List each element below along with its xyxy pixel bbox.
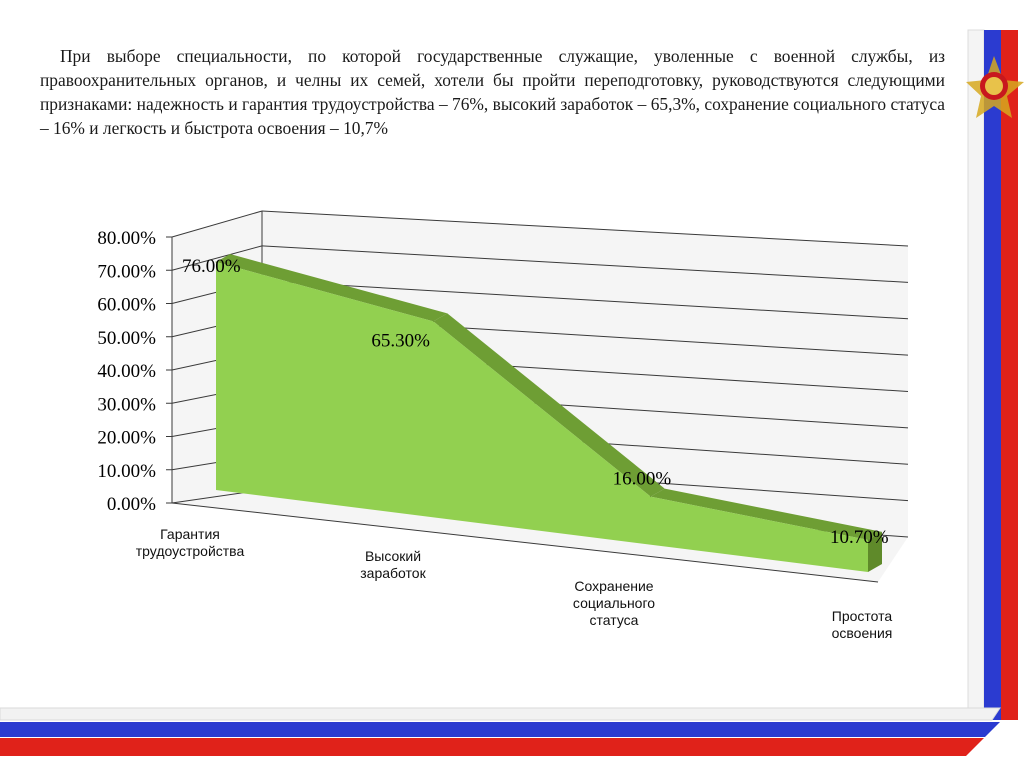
area-point xyxy=(215,261,217,263)
y-tick-label: 80.00% xyxy=(97,228,156,249)
chart-area-series xyxy=(215,254,882,572)
area-point xyxy=(867,539,869,541)
mvd-emblem-icon xyxy=(966,56,1024,118)
flag-horizontal-white xyxy=(0,707,1001,721)
data-labels: 76.00% 65.30% 16.00% 10.70% xyxy=(182,256,889,548)
area-top-face xyxy=(216,254,448,322)
data-label: 16.00% xyxy=(613,469,672,490)
area-point xyxy=(650,496,652,498)
y-tick-label: 10.00% xyxy=(97,461,156,482)
area-side-face xyxy=(868,531,882,572)
x-axis-categories: Гарантия трудоустройства Высокий заработок С… xyxy=(136,526,893,641)
y-tick-label: 50.00% xyxy=(97,328,156,349)
data-label: 10.70% xyxy=(830,527,889,548)
floor-front-edge xyxy=(171,502,879,583)
flag-horizontal-red xyxy=(0,738,984,756)
flag-vertical-red xyxy=(1001,30,1018,720)
gridline-side xyxy=(171,245,263,271)
gridline-side xyxy=(171,210,263,238)
gridline-back xyxy=(261,210,909,247)
flag-vertical-blue xyxy=(984,30,1001,720)
area-front-face xyxy=(216,262,868,572)
y-tick-label: 0.00% xyxy=(107,494,156,515)
y-tick-label: 70.00% xyxy=(97,261,156,282)
x-category-label: Простота освоения xyxy=(832,608,893,641)
y-axis-ticks: 0.00% 10.00% 20.00% 30.00% 40.00% 50.00% 60.00… xyxy=(97,228,156,515)
y-tick-label: 30.00% xyxy=(97,394,156,415)
area-top-face xyxy=(650,488,882,540)
gridline-back xyxy=(261,280,909,320)
gridline-back xyxy=(261,245,909,283)
x-category-label: Высокий заработок xyxy=(360,548,426,581)
data-label: 65.30% xyxy=(371,330,430,351)
y-tick-label: 40.00% xyxy=(97,361,156,382)
x-category-label: Сохранение социального статуса xyxy=(573,578,655,628)
area-top-face xyxy=(433,313,665,497)
y-tick-label: 60.00% xyxy=(97,295,156,316)
y-tick-label: 20.00% xyxy=(97,428,156,449)
flag-horizontal-blue xyxy=(0,722,1000,737)
data-label: 76.00% xyxy=(182,256,241,277)
x-category-label: Гарантия трудоустройства xyxy=(136,526,245,559)
intro-paragraph: При выборе специальности, по которой гос… xyxy=(40,46,945,138)
area-point xyxy=(432,320,434,322)
